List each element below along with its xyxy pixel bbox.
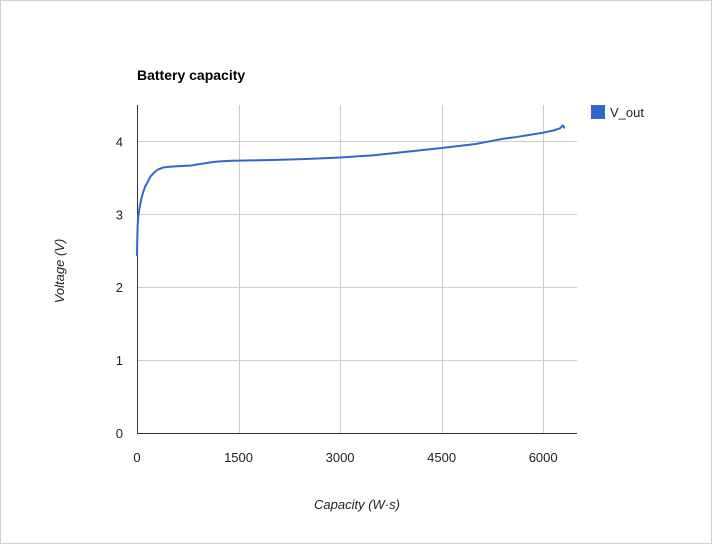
vertical-gridlines — [239, 105, 544, 433]
y-tick-labels: 0 1 2 3 4 — [116, 134, 123, 441]
horizontal-gridlines — [137, 141, 577, 361]
x-tick-label: 4500 — [427, 450, 456, 465]
x-tick-label: 6000 — [529, 450, 558, 465]
legend-label-v-out: V_out — [610, 105, 644, 120]
x-tick-label: 3000 — [326, 450, 355, 465]
x-tick-label: 1500 — [224, 450, 253, 465]
y-tick-label: 2 — [116, 280, 123, 295]
x-tick-label: 0 — [133, 450, 140, 465]
x-axis-label: Capacity (W·s) — [314, 497, 400, 512]
y-tick-label: 1 — [116, 353, 123, 368]
y-tick-label: 3 — [116, 207, 123, 222]
y-tick-label: 4 — [116, 134, 123, 149]
chart-title: Battery capacity — [137, 67, 245, 83]
x-tick-labels: 0 1500 3000 4500 6000 — [133, 450, 557, 465]
series-line-v-out — [136, 124, 566, 257]
y-tick-label: 0 — [116, 426, 123, 441]
legend-swatch-v-out — [591, 105, 605, 119]
y-axis-label: Voltage (V) — [52, 239, 67, 304]
legend: V_out — [591, 105, 644, 120]
